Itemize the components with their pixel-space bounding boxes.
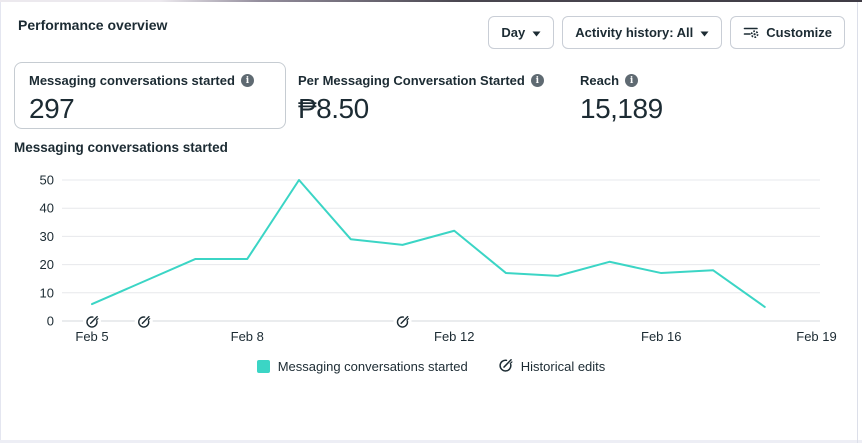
y-axis-tick-label: 20 [40, 257, 54, 272]
x-axis-tick-label: Feb 12 [434, 329, 474, 344]
right-edge-border [857, 2, 858, 443]
x-axis-tick-label: Feb 16 [641, 329, 681, 344]
activity-history-dropdown[interactable]: Activity history: All [562, 16, 723, 49]
chevron-down-icon [532, 25, 541, 40]
metric-label: Per Messaging Conversation Started [298, 73, 525, 88]
metric-card-messaging-conversations-started[interactable]: Messaging conversations started i 297 [14, 62, 286, 129]
metric-reach[interactable]: Reach i 15,189 [580, 62, 663, 123]
x-axis-tick-label: Feb 5 [75, 329, 108, 344]
y-axis-tick-label: 30 [40, 229, 54, 244]
x-axis-tick-label: Feb 8 [231, 329, 264, 344]
historical-edit-icon [498, 357, 513, 375]
metric-value: 297 [29, 93, 75, 124]
customize-label: Customize [766, 25, 832, 40]
info-icon[interactable]: i [240, 74, 254, 87]
day-dropdown[interactable]: Day [488, 16, 555, 49]
info-icon[interactable]: i [530, 74, 544, 87]
info-icon[interactable]: i [625, 74, 639, 87]
y-axis-tick-label: 10 [40, 285, 54, 300]
line-chart[interactable]: 0 10 20 30 40 50 Feb 5 Feb 8 Feb 12 Feb 16 Feb 19 [0, 168, 862, 354]
chart-legend: Messaging conversations started Historic… [0, 357, 862, 375]
metric-label: Messaging conversations started [29, 73, 235, 88]
y-axis-tick-label: 50 [40, 173, 54, 188]
left-edge-border [0, 2, 1, 443]
metric-value: ₱8.50 [298, 93, 369, 124]
legend-edits-label: Historical edits [520, 358, 606, 374]
series-line-messaging-conversations-started[interactable] [91, 179, 766, 308]
historical-edit-marker-icon[interactable] [134, 312, 153, 330]
day-dropdown-label: Day [501, 25, 526, 40]
metric-value: 15,189 [580, 93, 663, 124]
legend-series-label: Messaging conversations started [277, 358, 468, 374]
historical-edit-marker-icon[interactable] [83, 312, 101, 330]
legend-item-series[interactable]: Messaging conversations started [256, 357, 468, 375]
bottom-edge-border [0, 440, 862, 443]
customize-sliders-gear-icon [743, 24, 759, 42]
page-title: Performance overview [18, 17, 168, 33]
chart-section-title: Messaging conversations started [14, 140, 228, 155]
x-axis-tick-label: Feb 19 [796, 329, 836, 344]
top-edge-strip [0, 0, 862, 2]
customize-button[interactable]: Customize [730, 16, 845, 49]
y-axis-tick-label: 40 [40, 201, 54, 216]
header-controls: Day Activity history: All Customize [488, 16, 845, 49]
activity-history-label: Activity history: All [575, 25, 694, 40]
metric-label: Reach [580, 73, 620, 88]
chevron-down-icon [700, 25, 709, 40]
metric-per-messaging-conversation-started[interactable]: Per Messaging Conversation Started i ₱8.… [298, 62, 544, 123]
legend-item-historical-edits[interactable]: Historical edits [498, 357, 606, 375]
historical-edit-marker-icon[interactable] [393, 312, 412, 330]
series-color-swatch [256, 359, 270, 373]
y-axis-tick-label: 0 [47, 314, 54, 329]
